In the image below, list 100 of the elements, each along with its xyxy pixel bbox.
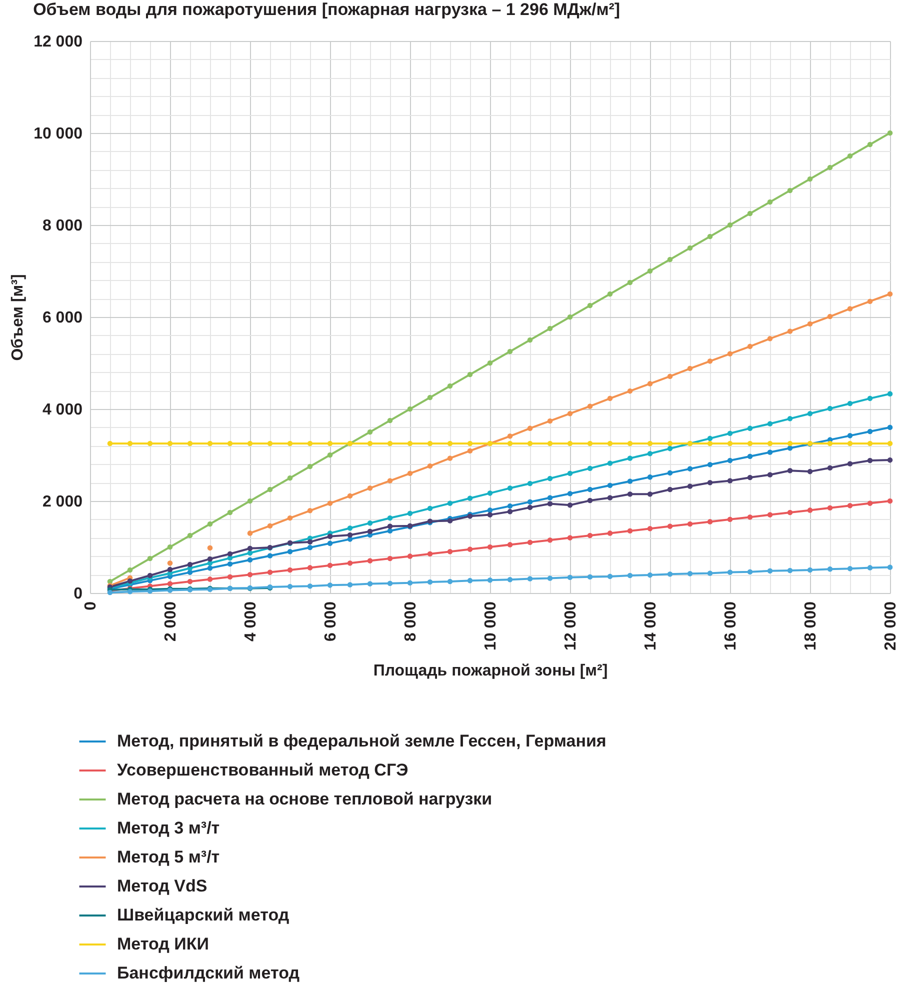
point [667,486,673,492]
point [747,454,753,460]
point [227,510,233,516]
point [607,440,613,446]
point [687,245,693,251]
point [807,567,813,573]
point [207,521,213,527]
point [447,456,453,461]
point [207,440,213,446]
point [467,578,473,584]
point [667,572,673,577]
x-tick-label: 18 000 [802,601,820,650]
point [627,280,633,286]
point [247,550,253,556]
point [687,521,693,527]
x-tick-label: 2 000 [162,601,180,642]
point [567,502,573,508]
x-tick-label: 10 000 [482,601,500,650]
point [887,440,893,446]
point [587,440,593,446]
point [407,470,413,476]
point [587,574,593,580]
legend-label: Метод 5 м³/т [117,848,220,866]
point [247,530,253,536]
point [167,560,173,566]
point [247,498,253,504]
point [627,528,633,534]
y-tick-label: 12 000 [34,34,83,50]
point [507,508,513,514]
point [427,463,433,469]
point [667,374,673,379]
point [407,440,413,446]
point [407,580,413,586]
point [307,583,313,589]
point [567,574,573,580]
point [867,428,873,434]
point [547,476,553,482]
point [147,440,153,446]
point [847,566,853,572]
point [547,495,553,500]
point [287,440,293,446]
point [747,474,753,480]
point [427,551,433,557]
legend-label: Усовершенствованный метод СГЭ [117,760,408,780]
point [767,450,773,455]
point [807,176,813,182]
point [447,518,453,524]
point [227,551,233,557]
point [867,396,873,402]
point [327,562,333,568]
point [867,458,873,464]
point [747,440,753,446]
point [527,504,533,510]
point [367,485,373,491]
point [787,188,793,194]
point [147,556,153,562]
point [207,545,213,551]
point [687,484,693,489]
point [587,466,593,471]
point [327,582,333,588]
point [647,526,653,532]
point [587,302,593,308]
point [527,426,533,431]
point [387,524,393,529]
point [887,564,893,570]
point [167,440,173,446]
point [227,574,233,580]
point [187,562,193,568]
point [487,512,493,518]
x-tick-label: 8 000 [402,601,420,642]
point [767,199,773,205]
point [707,358,713,364]
x-tick-label: 20 000 [882,601,897,650]
point [787,468,793,474]
point [827,406,833,412]
point [487,544,493,550]
point [627,478,633,484]
point [167,581,173,586]
point [507,485,513,491]
point [127,588,133,594]
point [327,534,333,540]
point [467,496,473,501]
point [307,508,313,514]
point [167,544,173,550]
point [347,526,353,531]
legend-label: Метод VdS [117,876,208,896]
point [267,553,273,558]
point [767,568,773,574]
point [307,440,313,446]
point [647,572,653,578]
point [527,480,533,486]
point [287,548,293,554]
point [467,372,473,378]
point [887,498,893,504]
point [487,490,493,496]
point [467,440,473,446]
point [767,440,773,446]
point [567,491,573,496]
point [427,440,433,446]
point [607,574,613,580]
